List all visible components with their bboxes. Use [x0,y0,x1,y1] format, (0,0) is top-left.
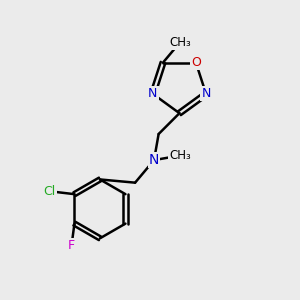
Text: N: N [201,87,211,101]
Text: O: O [191,56,201,69]
Text: F: F [68,239,75,252]
Text: N: N [148,87,158,101]
Text: N: N [149,153,159,167]
Text: CH₃: CH₃ [169,149,191,162]
Text: Cl: Cl [43,185,56,198]
Text: CH₃: CH₃ [169,36,191,49]
